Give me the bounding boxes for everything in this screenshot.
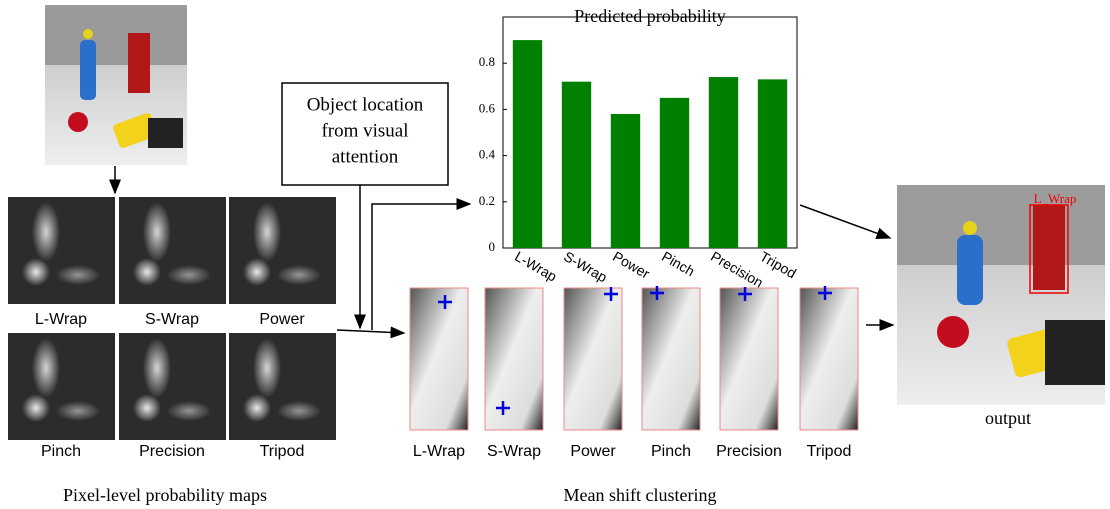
map-blob (22, 258, 50, 286)
y-tick-label: 0.4 (479, 147, 496, 162)
cluster-center (650, 286, 664, 300)
arrow (371, 198, 472, 330)
bar (659, 97, 690, 248)
arrow (336, 326, 406, 339)
plot-frame (502, 16, 798, 249)
map-blob (253, 338, 281, 398)
map-blob (133, 394, 161, 422)
map-blob (167, 265, 211, 285)
y-tick-label: 0.6 (479, 100, 496, 115)
cluster-center (438, 295, 452, 309)
cluster-center (604, 287, 618, 301)
map-label: S-Wrap (145, 311, 199, 328)
cluster-map (563, 287, 623, 431)
box-text: Object location (307, 94, 424, 115)
output-photo (897, 185, 1105, 405)
box-text: attention (332, 146, 399, 167)
box-text: from visual (321, 120, 408, 141)
map-blob (56, 401, 100, 421)
cluster-map (484, 287, 544, 431)
probability-map (119, 333, 226, 440)
map-label: Tripod (260, 443, 305, 460)
cluster-label: Precision (716, 443, 782, 460)
caption: output (985, 408, 1031, 428)
map-label: L-Wrap (35, 311, 87, 328)
cluster-center (818, 286, 832, 300)
map-blob (32, 338, 60, 398)
y-tick-label: 0.8 (479, 54, 495, 69)
probability-map (229, 333, 336, 440)
x-tick-label: Pinch (659, 248, 697, 279)
map-blob (167, 401, 211, 421)
x-tick-label: Precision (708, 248, 766, 291)
cluster-label: Pinch (651, 443, 691, 460)
y-tick-label: 0 (489, 239, 496, 254)
cluster-map (799, 287, 859, 431)
x-tick-label: Power (610, 248, 653, 282)
map-label: Precision (139, 443, 205, 460)
map-label: Power (259, 311, 305, 328)
detection-label: L_Wrap (1034, 191, 1077, 206)
caption: Pixel-level probability maps (63, 485, 267, 505)
cluster-label: Tripod (807, 443, 852, 460)
map-blob (243, 394, 271, 422)
map-blob (32, 202, 60, 262)
bar (610, 114, 641, 249)
cluster-label: S-Wrap (487, 443, 541, 460)
probability-map (8, 197, 115, 304)
map-blob (56, 265, 100, 285)
map-blob (22, 394, 50, 422)
cluster-map (719, 287, 779, 431)
cluster-map (641, 287, 701, 431)
cluster-label: L-Wrap (413, 443, 465, 460)
x-tick-label: L-Wrap (512, 248, 560, 285)
map-blob (143, 338, 171, 398)
map-blob (277, 265, 321, 285)
cluster-label: Power (570, 443, 616, 460)
cluster-map (409, 287, 469, 431)
bar (561, 81, 592, 249)
y-tick-label: 0.2 (479, 193, 495, 208)
bar (708, 77, 739, 248)
probability-map (229, 197, 336, 304)
map-blob (277, 401, 321, 421)
map-blob (133, 258, 161, 286)
probability-map (119, 197, 226, 304)
arrow (799, 204, 892, 239)
x-tick-label: S-Wrap (561, 248, 610, 286)
chart-title: Predicted probability (574, 6, 725, 26)
input-photo (45, 5, 187, 165)
caption: Mean shift clustering (564, 485, 717, 505)
map-blob (143, 202, 171, 262)
bar (757, 79, 788, 249)
cluster-center (738, 287, 752, 301)
map-blob (243, 258, 271, 286)
map-label: Pinch (41, 443, 81, 460)
map-blob (253, 202, 281, 262)
attention-box (281, 82, 449, 186)
probability-map (8, 333, 115, 440)
cluster-center (496, 401, 510, 415)
bar (512, 40, 543, 248)
